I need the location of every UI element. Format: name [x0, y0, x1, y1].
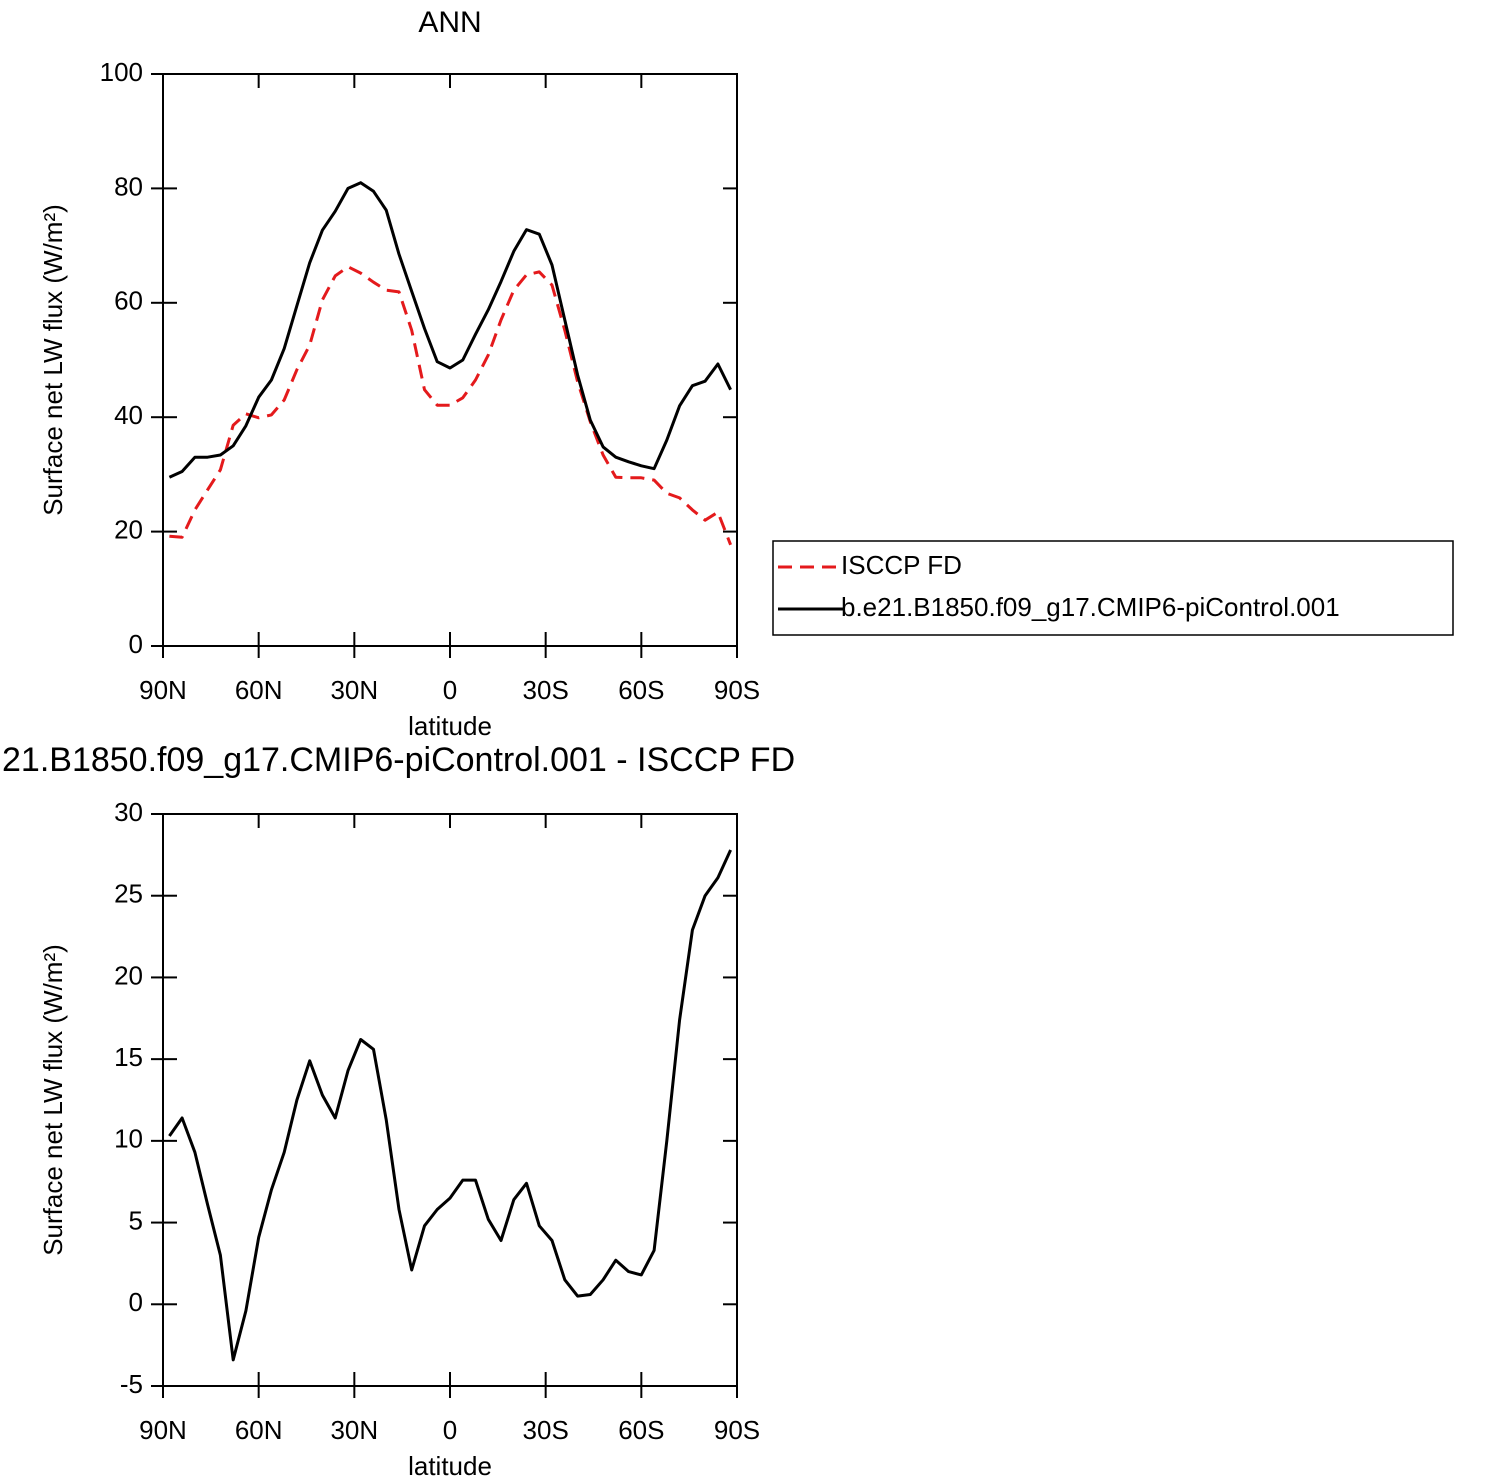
y-tick-label: 20 — [114, 960, 143, 990]
x-tick-label: 90S — [714, 675, 760, 705]
x-tick-label: 60N — [235, 675, 283, 705]
y-tick-label: 20 — [114, 514, 143, 544]
x-axis-label: latitude — [408, 711, 492, 741]
x-axis-label: latitude — [408, 1451, 492, 1481]
plot-frame — [162, 73, 738, 647]
y-tick-label: 5 — [129, 1205, 143, 1235]
y-tick-label: 0 — [129, 629, 143, 659]
y-tick-label: 80 — [114, 171, 143, 201]
legend-label: ISCCP FD — [841, 550, 962, 580]
y-tick-label: 100 — [100, 57, 143, 87]
data-line — [169, 265, 732, 546]
chart-title: ANN — [418, 6, 481, 39]
legend-label: b.e21.B1850.f09_g17.CMIP6-piControl.001 — [841, 592, 1340, 622]
x-tick-label: 30N — [330, 675, 378, 705]
chart-title: 21.B1850.f09_g17.CMIP6-piControl.001 - I… — [2, 741, 795, 779]
x-tick-label: 90N — [139, 675, 187, 705]
x-tick-label: 30N — [330, 1415, 378, 1445]
x-tick-label: 60N — [235, 1415, 283, 1445]
plot-frame — [162, 813, 738, 1387]
y-tick-label: 0 — [129, 1287, 143, 1317]
y-tick-label: 25 — [114, 879, 143, 909]
legend-box — [772, 540, 1454, 636]
x-tick-label: 30S — [523, 1415, 569, 1445]
x-tick-label: 0 — [443, 675, 457, 705]
x-tick-label: 0 — [443, 1415, 457, 1445]
y-tick-label: 40 — [114, 400, 143, 430]
x-tick-label: 60S — [618, 1415, 664, 1445]
data-line — [168, 181, 732, 479]
x-tick-label: 90S — [714, 1415, 760, 1445]
y-axis-label: Surface net LW flux (W/m²) — [38, 944, 68, 1256]
y-axis-label: Surface net LW flux (W/m²) — [38, 204, 68, 516]
x-tick-label: 90N — [139, 1415, 187, 1445]
y-tick-label: 10 — [114, 1124, 143, 1154]
y-tick-label: 30 — [114, 797, 143, 827]
data-line — [168, 849, 732, 1362]
y-tick-label: 15 — [114, 1042, 143, 1072]
y-tick-label: 60 — [114, 286, 143, 316]
x-tick-label: 30S — [523, 675, 569, 705]
y-tick-label: -5 — [120, 1369, 143, 1399]
x-tick-label: 60S — [618, 675, 664, 705]
